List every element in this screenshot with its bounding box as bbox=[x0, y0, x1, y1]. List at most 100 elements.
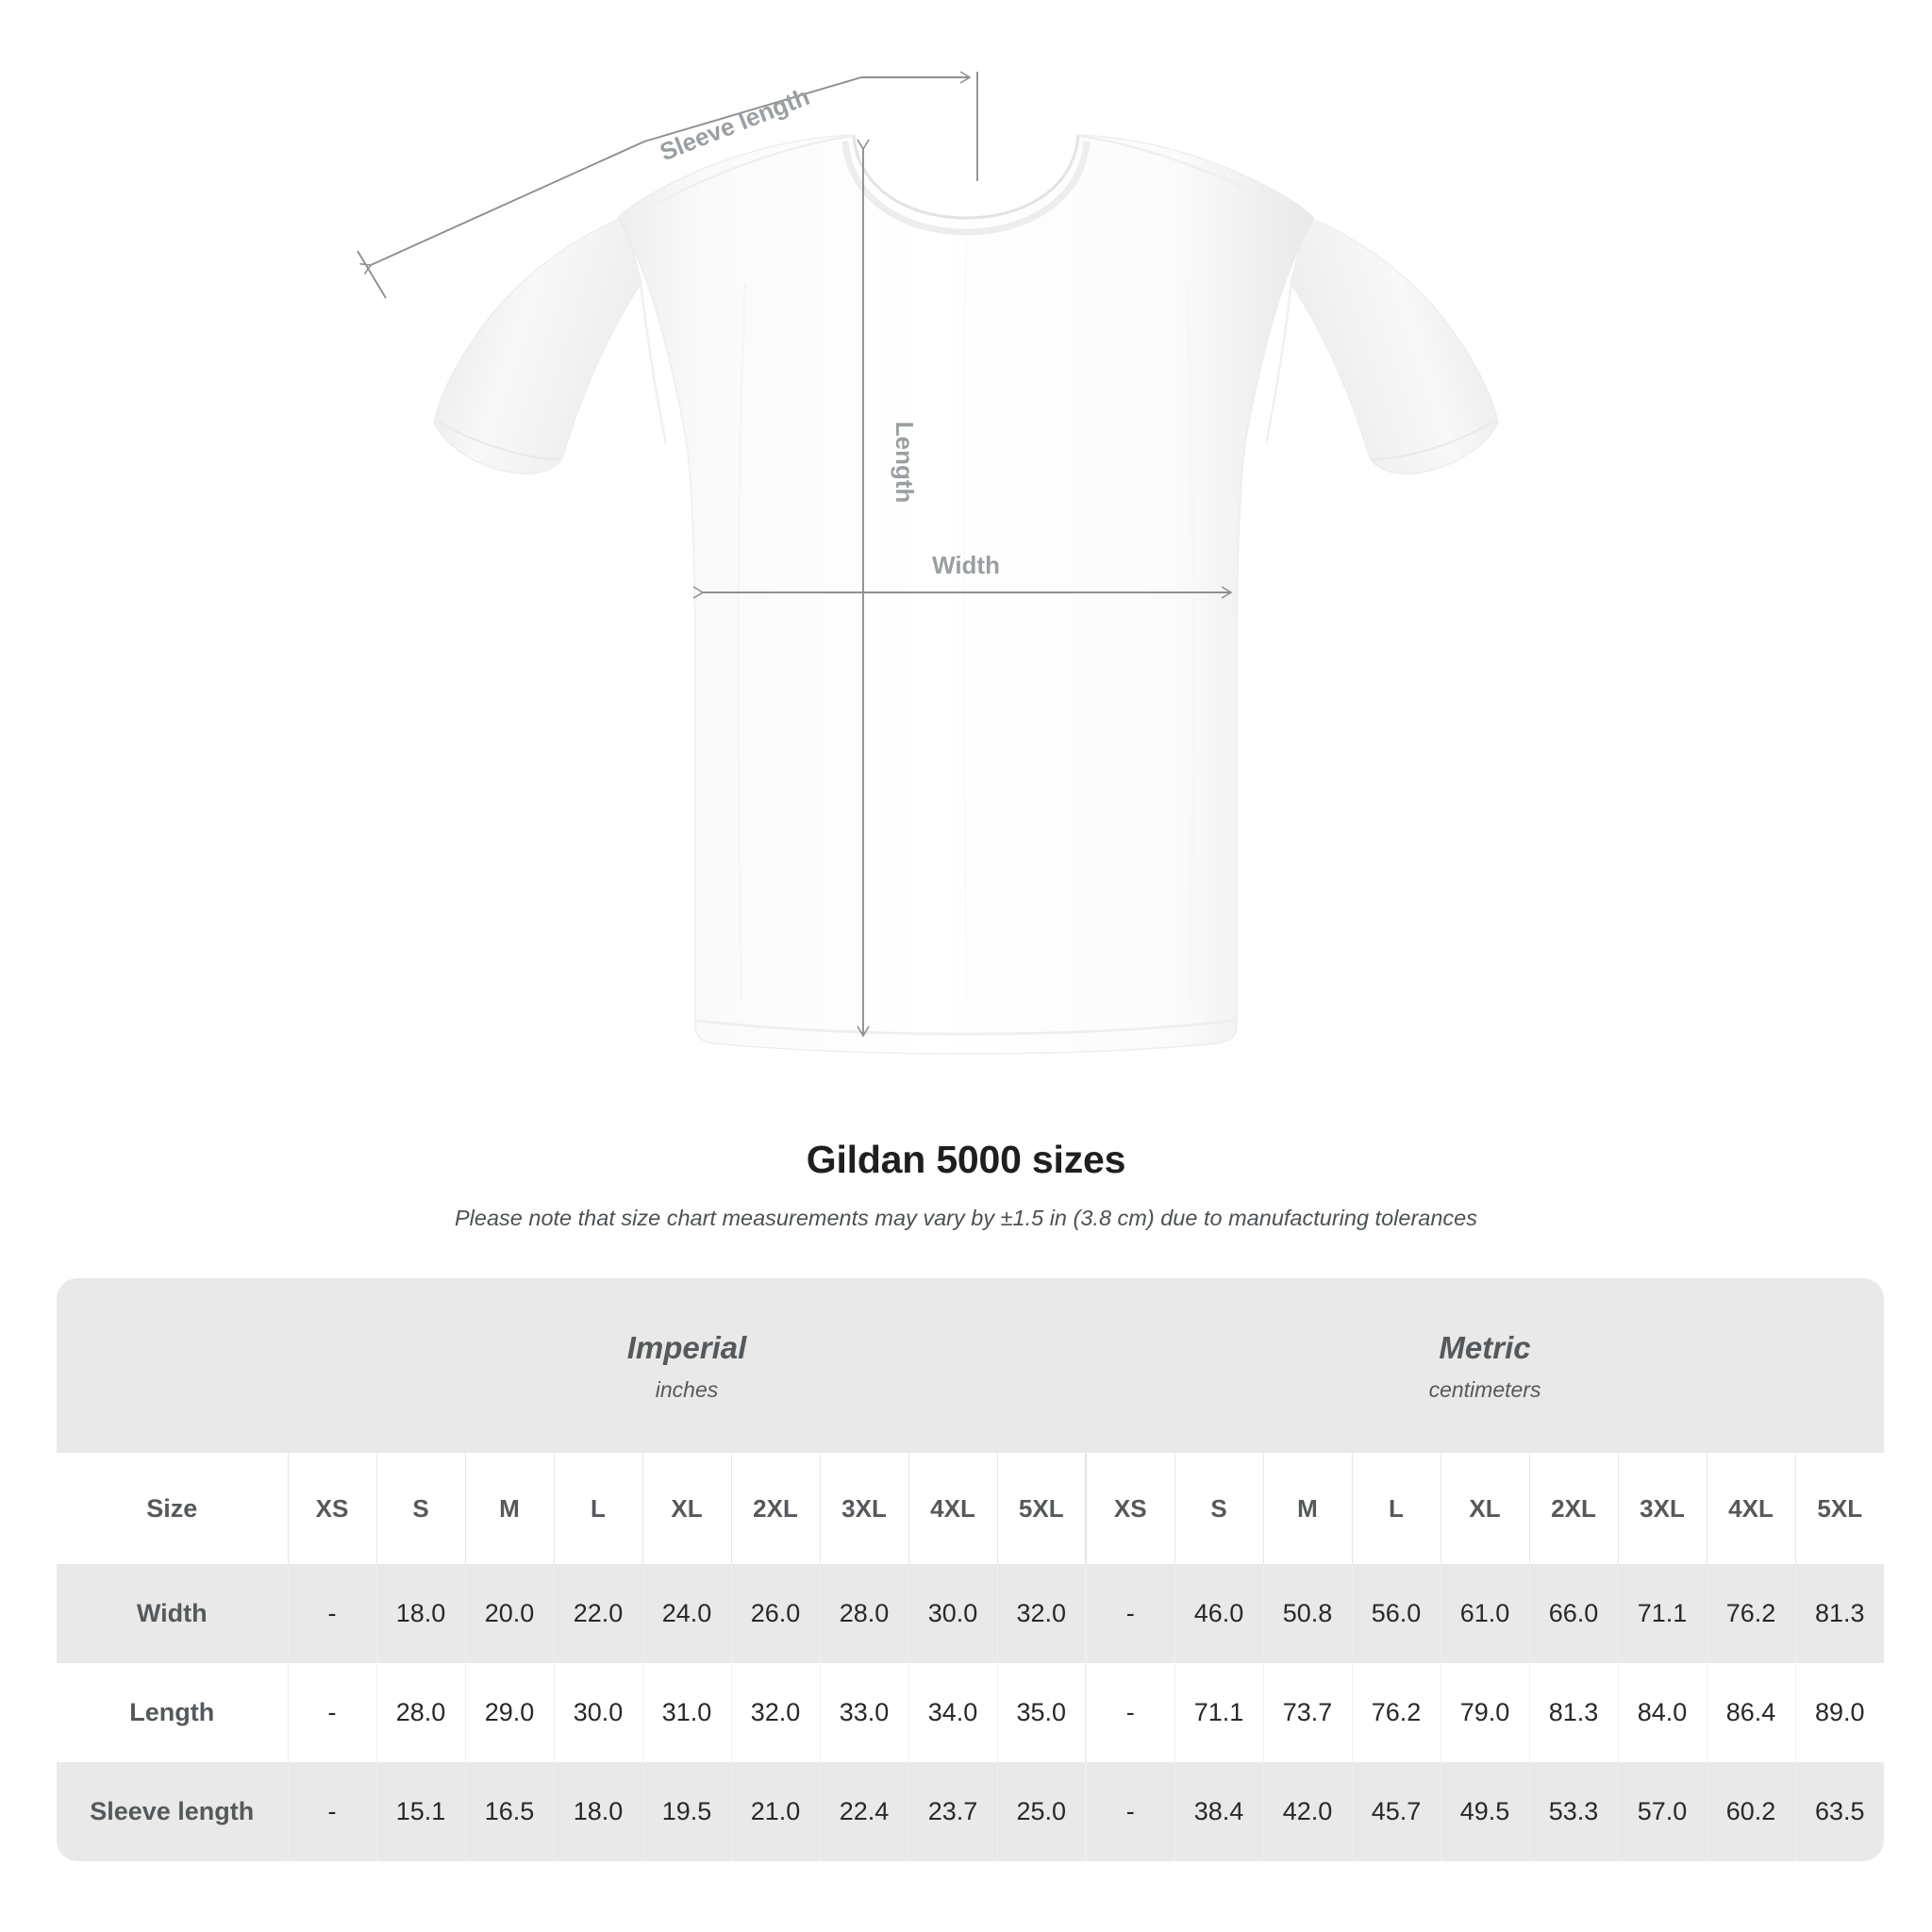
cell-length-met-8: 89.0 bbox=[1794, 1663, 1885, 1762]
cell-sleeve-imp-8: 25.0 bbox=[996, 1762, 1086, 1861]
size-col-header-imp-8: 5XL bbox=[996, 1453, 1086, 1564]
size-col-header-met-0: XS bbox=[1085, 1453, 1174, 1564]
cell-width-imp-6: 28.0 bbox=[819, 1564, 908, 1663]
cell-length-imp-0: - bbox=[287, 1663, 376, 1762]
tolerance-note: Please note that size chart measurements… bbox=[455, 1206, 1477, 1231]
size-col-header-met-1: S bbox=[1174, 1453, 1263, 1564]
row-header-width: Width bbox=[57, 1564, 288, 1663]
size-col-header-met-6: 3XL bbox=[1617, 1453, 1707, 1564]
cell-width-met-8: 81.3 bbox=[1794, 1564, 1885, 1663]
unit-system-band: Imperial inches Metric centimeters bbox=[57, 1278, 1885, 1453]
cell-width-met-1: 46.0 bbox=[1174, 1564, 1263, 1663]
cell-width-imp-1: 18.0 bbox=[375, 1564, 465, 1663]
cell-length-met-2: 73.7 bbox=[1262, 1663, 1352, 1762]
cell-length-met-3: 76.2 bbox=[1351, 1663, 1441, 1762]
cell-width-met-2: 50.8 bbox=[1262, 1564, 1352, 1663]
sleeve-length-dimension bbox=[357, 71, 978, 299]
cell-length-imp-3: 30.0 bbox=[553, 1663, 642, 1762]
cell-length-imp-5: 32.0 bbox=[730, 1663, 820, 1762]
cell-width-imp-3: 22.0 bbox=[553, 1564, 642, 1663]
cell-length-met-0: - bbox=[1085, 1663, 1174, 1762]
cell-length-imp-8: 35.0 bbox=[996, 1663, 1086, 1762]
cell-sleeve-imp-0: - bbox=[287, 1762, 376, 1861]
cell-sleeve-imp-2: 16.5 bbox=[464, 1762, 554, 1861]
unit-system-imperial-name: Imperial bbox=[626, 1329, 747, 1365]
cell-sleeve-imp-1: 15.1 bbox=[375, 1762, 465, 1861]
row-header-sleeve-length: Sleeve length bbox=[57, 1762, 288, 1861]
table-row: Length - 28.0 29.0 30.0 31.0 32.0 33.0 3… bbox=[57, 1663, 1885, 1762]
table-row: Width - 18.0 20.0 22.0 24.0 26.0 28.0 30… bbox=[57, 1564, 1885, 1663]
cell-sleeve-met-4: 49.5 bbox=[1440, 1762, 1529, 1861]
size-col-header-imp-7: 4XL bbox=[908, 1453, 997, 1564]
cell-sleeve-met-3: 45.7 bbox=[1351, 1762, 1441, 1861]
unit-system-metric-name: Metric bbox=[1439, 1329, 1531, 1365]
cell-sleeve-met-2: 42.0 bbox=[1262, 1762, 1352, 1861]
cell-length-imp-1: 28.0 bbox=[375, 1663, 465, 1762]
unit-system-metric-unit: centimeters bbox=[1428, 1376, 1541, 1402]
cell-width-met-0: - bbox=[1085, 1564, 1174, 1663]
unit-system-metric: Metric centimeters bbox=[1086, 1278, 1885, 1453]
cell-length-met-1: 71.1 bbox=[1174, 1663, 1263, 1762]
size-col-header-imp-2: M bbox=[464, 1453, 554, 1564]
cell-width-met-6: 71.1 bbox=[1617, 1564, 1707, 1663]
size-col-header-met-4: XL bbox=[1440, 1453, 1529, 1564]
size-col-header-met-5: 2XL bbox=[1528, 1453, 1618, 1564]
cell-width-imp-2: 20.0 bbox=[464, 1564, 554, 1663]
cell-width-imp-0: - bbox=[287, 1564, 376, 1663]
size-col-header-imp-0: XS bbox=[287, 1453, 376, 1564]
cell-sleeve-met-0: - bbox=[1085, 1762, 1174, 1861]
length-label: Length bbox=[891, 422, 919, 504]
cell-width-imp-4: 24.0 bbox=[641, 1564, 731, 1663]
size-corner-label: Size bbox=[57, 1453, 288, 1564]
cell-length-imp-6: 33.0 bbox=[819, 1663, 908, 1762]
size-table: Imperial inches Metric centimeters Size … bbox=[57, 1278, 1885, 1861]
cell-width-imp-7: 30.0 bbox=[908, 1564, 997, 1663]
cell-length-imp-4: 31.0 bbox=[641, 1663, 731, 1762]
cell-sleeve-imp-5: 21.0 bbox=[730, 1762, 820, 1861]
size-header-row: Size XS S M L XL 2XL 3XL 4XL 5XL XS S M … bbox=[57, 1453, 1885, 1564]
cell-sleeve-met-6: 57.0 bbox=[1617, 1762, 1707, 1861]
width-label: Width bbox=[932, 551, 1000, 579]
cell-length-met-4: 79.0 bbox=[1440, 1663, 1529, 1762]
cell-sleeve-met-7: 60.2 bbox=[1706, 1762, 1795, 1861]
page-title: Gildan 5000 sizes bbox=[806, 1138, 1126, 1181]
size-col-header-imp-3: L bbox=[553, 1453, 642, 1564]
unit-system-imperial: Imperial inches bbox=[288, 1278, 1086, 1453]
cell-sleeve-imp-6: 22.4 bbox=[819, 1762, 908, 1861]
row-header-length: Length bbox=[57, 1663, 288, 1762]
tshirt-body-shape bbox=[433, 134, 1499, 1055]
garment-diagram: Sleeve length Length Width bbox=[357, 71, 1499, 1055]
table-row: Sleeve length - 15.1 16.5 18.0 19.5 21.0… bbox=[57, 1762, 1885, 1861]
size-col-header-met-3: L bbox=[1351, 1453, 1441, 1564]
cell-sleeve-met-8: 63.5 bbox=[1794, 1762, 1885, 1861]
cell-width-met-5: 66.0 bbox=[1528, 1564, 1618, 1663]
cell-length-met-5: 81.3 bbox=[1528, 1663, 1618, 1762]
cell-width-met-4: 61.0 bbox=[1440, 1564, 1529, 1663]
cell-sleeve-imp-4: 19.5 bbox=[641, 1762, 731, 1861]
cell-sleeve-imp-3: 18.0 bbox=[553, 1762, 642, 1861]
unit-system-imperial-unit: inches bbox=[655, 1376, 719, 1402]
size-col-header-met-8: 5XL bbox=[1794, 1453, 1885, 1564]
size-col-header-met-2: M bbox=[1262, 1453, 1352, 1564]
cell-width-imp-8: 32.0 bbox=[996, 1564, 1086, 1663]
cell-length-imp-2: 29.0 bbox=[464, 1663, 554, 1762]
size-col-header-imp-6: 3XL bbox=[819, 1453, 908, 1564]
size-col-header-imp-5: 2XL bbox=[730, 1453, 820, 1564]
tshirt-illustration: Sleeve length Length Width bbox=[357, 71, 1499, 1055]
title-block: Gildan 5000 sizes Please note that size … bbox=[0, 1137, 1932, 1233]
cell-length-imp-7: 34.0 bbox=[908, 1663, 997, 1762]
cell-sleeve-met-1: 38.4 bbox=[1174, 1762, 1263, 1861]
cell-width-met-7: 76.2 bbox=[1706, 1564, 1795, 1663]
size-col-header-imp-1: S bbox=[375, 1453, 465, 1564]
cell-length-met-7: 86.4 bbox=[1706, 1663, 1795, 1762]
cell-sleeve-imp-7: 23.7 bbox=[908, 1762, 997, 1861]
cell-sleeve-met-5: 53.3 bbox=[1528, 1762, 1618, 1861]
size-col-header-imp-4: XL bbox=[641, 1453, 731, 1564]
size-col-header-met-7: 4XL bbox=[1706, 1453, 1795, 1564]
unit-band-spacer bbox=[57, 1278, 288, 1453]
cell-length-met-6: 84.0 bbox=[1617, 1663, 1707, 1762]
cell-width-met-3: 56.0 bbox=[1351, 1564, 1441, 1663]
size-table-container: Imperial inches Metric centimeters Size … bbox=[57, 1278, 1885, 1861]
cell-width-imp-5: 26.0 bbox=[730, 1564, 820, 1663]
